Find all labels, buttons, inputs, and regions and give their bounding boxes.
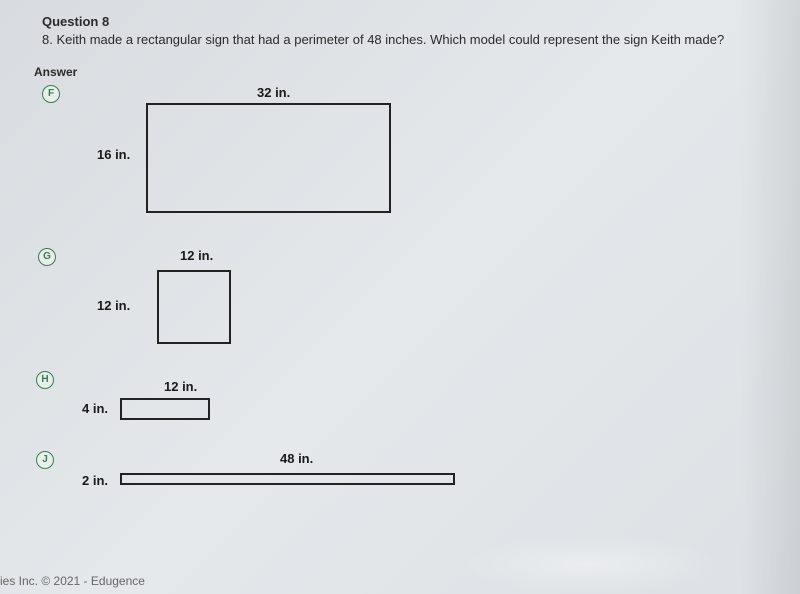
- option-letter-f: F: [42, 85, 60, 103]
- option-letter-g: G: [38, 248, 56, 266]
- rectangle-g: [157, 270, 231, 344]
- rectangle-j: [120, 473, 455, 485]
- width-label-g: 12 in.: [180, 248, 213, 263]
- width-label-j: 48 in.: [280, 451, 313, 466]
- height-label-h: 4 in.: [82, 401, 108, 416]
- question-header: Question 8: [42, 14, 770, 29]
- rectangle-h: [120, 398, 210, 420]
- option-letter-j: J: [36, 451, 54, 469]
- question-text: 8. Keith made a rectangular sign that ha…: [42, 32, 770, 47]
- rectangle-f: [146, 103, 391, 213]
- answer-label: Answer: [34, 65, 770, 79]
- height-label-g: 12 in.: [97, 298, 130, 313]
- screen-glare: [460, 534, 720, 594]
- option-h[interactable]: H 12 in. 4 in.: [42, 371, 770, 443]
- worksheet-page: Question 8 8. Keith made a rectangular s…: [0, 0, 800, 506]
- width-label-f: 32 in.: [257, 85, 290, 100]
- height-label-f: 16 in.: [97, 147, 130, 162]
- option-j[interactable]: J 48 in. 2 in.: [42, 451, 770, 506]
- option-letter-h: H: [36, 371, 54, 389]
- footer-copyright: ies Inc. © 2021 - Edugence: [0, 574, 145, 588]
- height-label-j: 2 in.: [82, 473, 108, 488]
- width-label-h: 12 in.: [164, 379, 197, 394]
- option-g[interactable]: G 12 in. 12 in.: [42, 248, 770, 363]
- option-f[interactable]: F 32 in. 16 in.: [42, 85, 770, 240]
